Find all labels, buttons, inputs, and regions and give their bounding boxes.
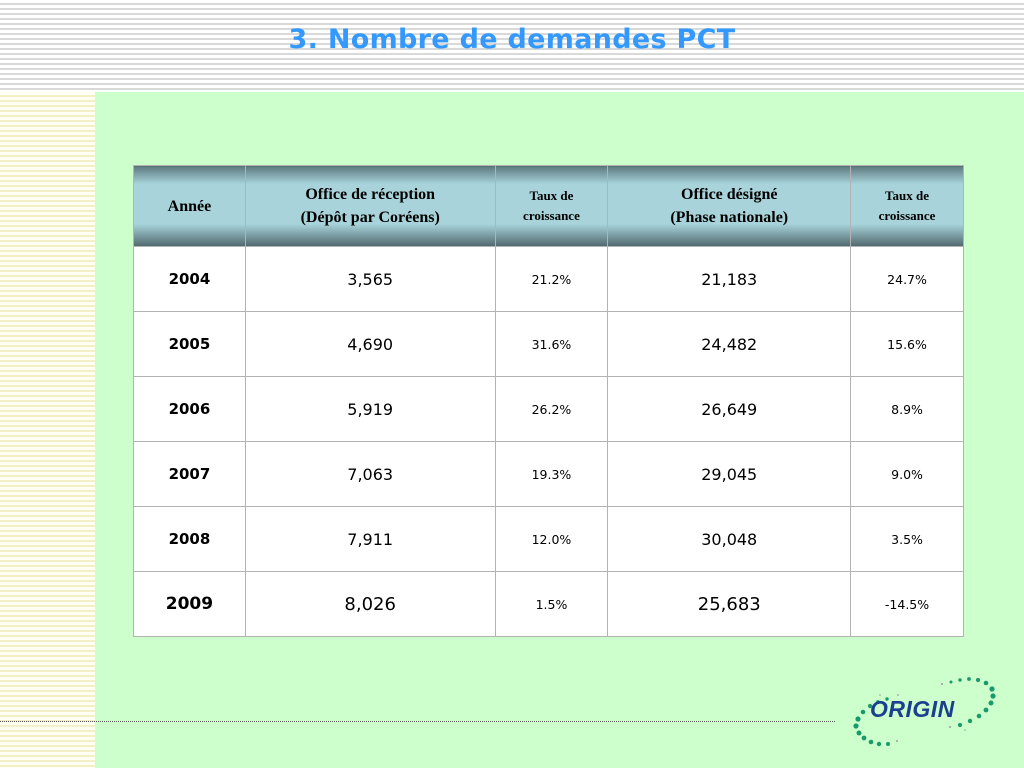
header-designated-line1: Office désigné xyxy=(681,186,778,203)
origin-logo: ORIGIN xyxy=(850,675,1000,750)
origin-logo-swoosh xyxy=(853,677,996,747)
cell-year: 2006 xyxy=(133,376,246,442)
cell-growth-receiving: 19.3% xyxy=(494,441,609,507)
table-row: 2005 4,690 31.6% 24,482 15.6% xyxy=(133,311,964,377)
cell-designated: 24,482 xyxy=(607,311,852,377)
table-row: 2009 8,026 1.5% 25,683 -14.5% xyxy=(133,571,964,637)
cell-growth-designated: 9.0% xyxy=(850,441,964,507)
header-year-label: Année xyxy=(167,197,212,215)
table-row: 2004 3,565 21.2% 21,183 24.7% xyxy=(133,246,964,312)
cell-receiving: 3,565 xyxy=(244,246,496,312)
cell-year: 2008 xyxy=(133,506,246,572)
header-growth-rate-designated: Taux de croissance xyxy=(850,165,964,247)
cell-receiving: 8,026 xyxy=(244,571,496,637)
cell-growth-receiving: 12.0% xyxy=(494,506,609,572)
cell-designated: 30,048 xyxy=(607,506,852,572)
cell-designated: 21,183 xyxy=(607,246,852,312)
cell-growth-receiving: 31.6% xyxy=(494,311,609,377)
slide-title: 3. Nombre de demandes PCT xyxy=(288,24,736,55)
header-receiving-office: Office de réception (Dépôt par Coréens) xyxy=(244,165,496,247)
header-growth2-line2: croissance xyxy=(878,208,936,223)
cell-growth-receiving: 21.2% xyxy=(494,246,609,312)
cell-receiving: 7,063 xyxy=(244,441,496,507)
cell-year: 2004 xyxy=(133,246,246,312)
cell-growth-receiving: 26.2% xyxy=(494,376,609,442)
table-row: 2007 7,063 19.3% 29,045 9.0% xyxy=(133,441,964,507)
cell-designated: 26,649 xyxy=(607,376,852,442)
table-row: 2008 7,911 12.0% 30,048 3.5% xyxy=(133,506,964,572)
header-receiving-line2: (Dépôt par Coréens) xyxy=(300,209,440,226)
header-designated-line2: (Phase nationale) xyxy=(670,209,789,226)
cell-designated: 25,683 xyxy=(607,571,852,637)
cell-receiving: 4,690 xyxy=(244,311,496,377)
cell-growth-designated: 24.7% xyxy=(850,246,964,312)
cell-year: 2005 xyxy=(133,311,246,377)
cell-growth-receiving: 1.5% xyxy=(494,571,609,637)
table-header-row: Année Office de réception (Dépôt par Cor… xyxy=(133,165,964,247)
header-receiving-line1: Office de réception xyxy=(305,186,436,203)
header-growth2-line1: Taux de xyxy=(885,188,930,203)
left-stripe-band xyxy=(0,92,95,768)
cell-year: 2009 xyxy=(133,571,246,637)
cell-receiving: 5,919 xyxy=(244,376,496,442)
cell-designated: 29,045 xyxy=(607,441,852,507)
cell-receiving: 7,911 xyxy=(244,506,496,572)
cell-year: 2007 xyxy=(133,441,246,507)
header-designated-office: Office désigné (Phase nationale) xyxy=(607,165,852,247)
cell-growth-designated: 15.6% xyxy=(850,311,964,377)
footer-divider xyxy=(0,721,835,722)
header-growth-rate-receiving: Taux de croissance xyxy=(494,165,609,247)
header-growth1-line1: Taux de xyxy=(529,188,574,203)
pct-applications-table: Année Office de réception (Dépôt par Cor… xyxy=(133,165,964,637)
cell-growth-designated: 8.9% xyxy=(850,376,964,442)
origin-logo-text: ORIGIN xyxy=(870,696,955,722)
header-growth1-line2: croissance xyxy=(523,208,580,223)
header-year: Année xyxy=(133,165,246,247)
cell-growth-designated: -14.5% xyxy=(850,571,964,637)
cell-growth-designated: 3.5% xyxy=(850,506,964,572)
table-row: 2006 5,919 26.2% 26,649 8.9% xyxy=(133,376,964,442)
top-stripe-band xyxy=(0,0,1024,92)
